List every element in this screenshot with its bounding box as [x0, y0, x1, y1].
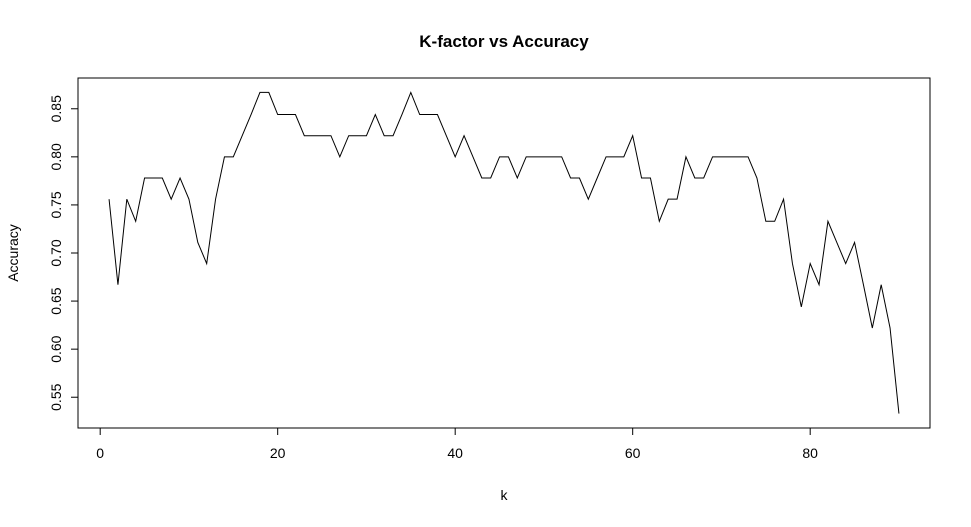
accuracy-series-line — [108, 91, 900, 414]
y-axis-label: Accuracy — [5, 224, 21, 282]
x-axis-label: k — [501, 487, 509, 503]
x-tick-label: 20 — [270, 445, 286, 461]
y-tick-label: 0.60 — [48, 335, 64, 362]
chart-title: K-factor vs Accuracy — [419, 32, 589, 51]
y-tick-label: 0.55 — [48, 383, 64, 410]
plot-frame — [77, 77, 931, 429]
y-tick-label: 0.80 — [48, 143, 64, 170]
x-tick-label: 80 — [802, 445, 818, 461]
y-axis: 0.55 0.60 0.65 0.70 0.75 0.80 0.85 — [48, 95, 79, 411]
x-tick-label: 0 — [96, 445, 104, 461]
y-tick-label: 0.75 — [48, 191, 64, 218]
x-axis: 0 20 40 60 80 — [96, 427, 818, 461]
x-tick-label: 40 — [447, 445, 463, 461]
y-tick-label: 0.85 — [48, 95, 64, 122]
y-tick-label: 0.65 — [48, 287, 64, 314]
y-tick-label: 0.70 — [48, 239, 64, 266]
x-tick-label: 60 — [625, 445, 641, 461]
